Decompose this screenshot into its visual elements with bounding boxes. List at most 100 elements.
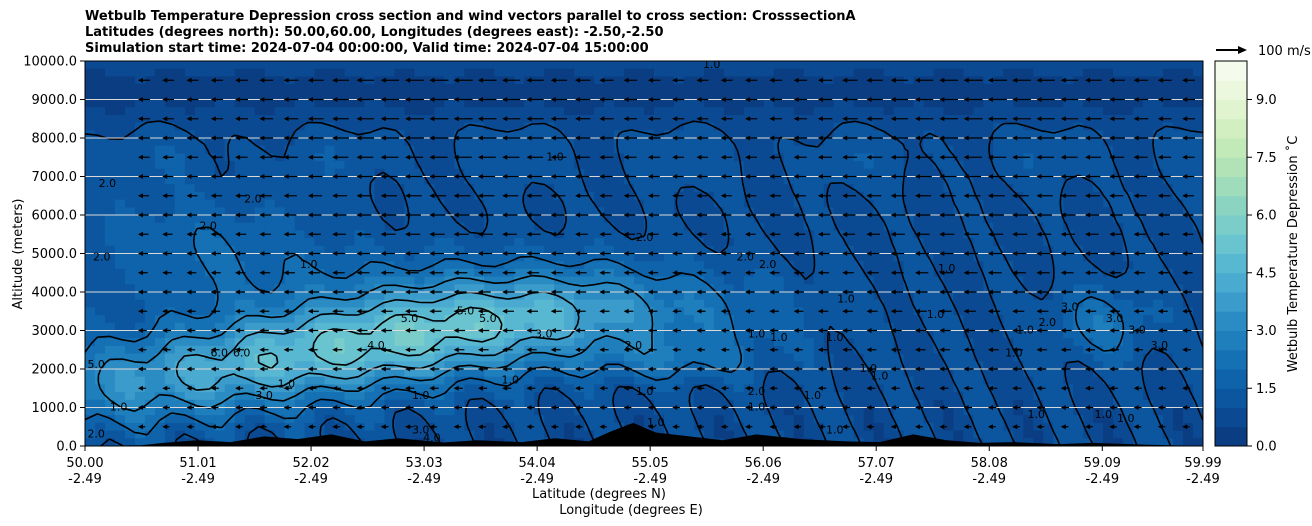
field-cell: [903, 107, 915, 116]
field-cell: [554, 222, 565, 231]
field-cell: [973, 184, 984, 193]
field-cell: [683, 261, 695, 270]
field-cell: [973, 399, 984, 409]
field-cell: [184, 207, 196, 216]
field-cell: [983, 299, 994, 308]
field-cell: [124, 284, 136, 293]
field-cell: [334, 399, 346, 409]
field-cell: [294, 138, 306, 147]
field-cell: [933, 261, 945, 270]
field-cell: [254, 61, 266, 70]
field-cell: [224, 215, 236, 224]
field-cell: [174, 284, 186, 293]
field-cell: [284, 215, 296, 224]
field-cell: [793, 99, 805, 108]
field-cell: [653, 284, 665, 293]
field-cell: [983, 68, 994, 77]
field-cell: [713, 330, 725, 339]
field-cell: [374, 114, 386, 124]
field-cell: [524, 261, 535, 270]
field-cell: [933, 145, 945, 154]
field-cell: [364, 407, 376, 416]
field-cell: [933, 253, 945, 262]
field-cell: [504, 315, 515, 324]
field-cell: [104, 184, 116, 193]
field-cell: [374, 245, 386, 255]
field-cell: [634, 145, 645, 154]
field-cell: [324, 161, 336, 170]
field-cell: [923, 407, 935, 416]
field-cell: [683, 384, 695, 393]
field-cell: [324, 191, 336, 201]
field-cell: [534, 215, 545, 224]
field-cell: [174, 392, 186, 401]
field-cell: [104, 261, 116, 270]
field-cell: [843, 99, 855, 108]
field-cell: [913, 215, 925, 224]
field-cell: [384, 184, 396, 193]
field-cell: [254, 376, 266, 385]
field-cell: [883, 353, 895, 362]
field-cell: [444, 215, 455, 224]
field-cell: [594, 168, 605, 178]
field-cell: [793, 261, 805, 270]
field-cell: [993, 138, 1004, 147]
field-cell: [803, 161, 815, 170]
field-cell: [1053, 168, 1064, 178]
field-cell: [783, 384, 795, 393]
field-cell: [753, 107, 765, 116]
field-cell: [564, 199, 575, 208]
field-cell: [693, 68, 705, 77]
field-cell: [803, 238, 815, 247]
field-cell: [214, 284, 226, 293]
field-cell: [823, 338, 835, 347]
field-cell: [344, 191, 356, 201]
field-cell: [85, 215, 96, 224]
field-cell: [1073, 176, 1084, 185]
field-cell: [1063, 215, 1074, 224]
field-cell: [594, 330, 605, 339]
field-cell: [1073, 261, 1084, 270]
field-cell: [304, 91, 316, 101]
field-cell: [793, 222, 805, 231]
field-cell: [514, 61, 525, 70]
field-cell: [893, 399, 905, 409]
field-cell: [1043, 222, 1054, 231]
field-cell: [334, 430, 346, 439]
field-cell: [234, 245, 246, 255]
field-cell: [594, 268, 605, 278]
field-cell: [993, 130, 1004, 139]
field-cell: [913, 207, 925, 216]
field-cell: [913, 392, 925, 401]
field-cell: [1033, 392, 1044, 401]
field-cell: [644, 107, 655, 116]
field-cell: [394, 238, 406, 247]
field-cell: [574, 238, 585, 247]
field-cell: [933, 307, 945, 316]
field-cell: [184, 361, 196, 370]
field-cell: [793, 184, 805, 193]
field-cell: [474, 376, 485, 385]
field-cell: [94, 61, 106, 70]
field-cell: [863, 222, 875, 231]
field-cell: [873, 345, 885, 355]
field-cell: [853, 191, 865, 201]
field-cell: [723, 122, 735, 131]
field-cell: [584, 84, 595, 93]
field-cell: [184, 392, 196, 401]
field-cell: [504, 107, 515, 116]
field-cell: [1033, 253, 1044, 262]
field-cell: [1033, 407, 1044, 416]
field-cell: [644, 253, 655, 262]
field-cell: [574, 245, 585, 255]
field-cell: [1053, 392, 1064, 401]
field-cell: [853, 345, 865, 355]
field-cell: [444, 315, 455, 324]
field-cell: [843, 168, 855, 178]
field-cell: [534, 284, 545, 293]
field-cell: [883, 261, 895, 270]
field-cell: [663, 91, 675, 101]
field-cell: [1073, 268, 1084, 278]
title-line-3: Simulation start time: 2024-07-04 00:00:…: [85, 41, 649, 56]
field-cell: [893, 407, 905, 416]
